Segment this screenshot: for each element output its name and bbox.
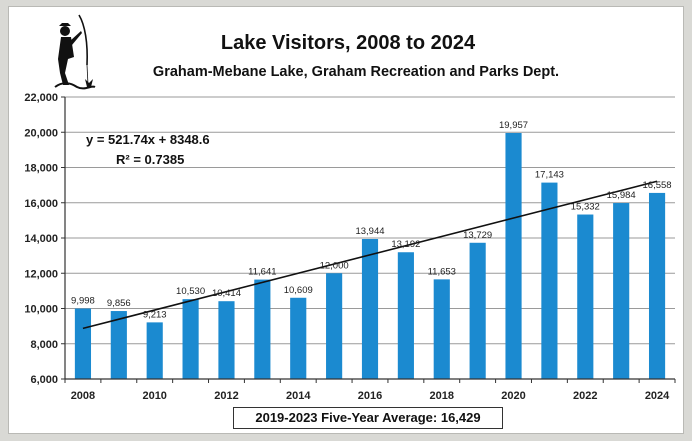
x-tick-label: 2022 <box>573 390 597 402</box>
bar-2013 <box>254 279 271 379</box>
data-label-2024: 16,558 <box>643 180 672 191</box>
bar-2023 <box>613 203 630 379</box>
bar-2020 <box>505 133 522 379</box>
x-tick-label: 2012 <box>214 390 238 402</box>
trendline-equation: y = 521.74x + 8348.6 <box>86 132 210 147</box>
lake-visitors-chart: Lake Visitors, 2008 to 2024 Graham-Meban… <box>24 14 676 402</box>
data-label-2019: 13,729 <box>463 230 492 241</box>
bar-2011 <box>182 299 199 379</box>
x-tick-label: 2010 <box>142 390 166 402</box>
data-label-2021: 17,143 <box>535 170 564 181</box>
bar-2010 <box>146 322 163 379</box>
bar-2018 <box>433 279 450 379</box>
bar-2008 <box>74 308 92 379</box>
bar-2014 <box>290 297 307 379</box>
trendline-r-squared: R² = 0.7385 <box>116 152 184 167</box>
data-label-2014: 10,609 <box>284 285 313 296</box>
data-label-2023: 15,984 <box>607 190 636 201</box>
bar-2022 <box>577 214 594 379</box>
y-tick-label: 8,000 <box>30 339 58 351</box>
y-tick-label: 22,000 <box>24 92 58 104</box>
data-label-2012: 10,414 <box>212 288 241 299</box>
y-tick-label: 18,000 <box>24 163 58 175</box>
data-label-2017: 13,192 <box>391 239 420 250</box>
five-year-average-box: 2019-2023 Five-Year Average: 16,429 <box>233 407 503 429</box>
bars <box>74 133 666 379</box>
bar-2009 <box>110 311 127 379</box>
data-label-2015: 12,000 <box>320 260 349 271</box>
bar-2015 <box>326 273 343 379</box>
chart-frame: Lake Visitors, 2008 to 2024 Graham-Meban… <box>8 6 684 434</box>
x-tick-label: 2024 <box>645 390 670 402</box>
bar-2016 <box>361 238 379 379</box>
x-tick-label: 2020 <box>501 390 525 402</box>
chart-title: Lake Visitors, 2008 to 2024 <box>221 32 476 54</box>
data-label-2018: 11,653 <box>428 266 456 277</box>
data-labels: 9,998 9,856 9,213 10,530 10,414 11,641 10,609 1… <box>71 120 672 320</box>
bar-2024 <box>648 192 666 379</box>
x-tick-label: 2018 <box>430 390 454 402</box>
x-tick-label: 2008 <box>71 390 95 402</box>
y-tick-label: 10,000 <box>24 304 58 316</box>
fisherman-icon <box>54 14 96 90</box>
x-tick-label: 2014 <box>286 390 311 402</box>
bar-2012 <box>218 301 235 379</box>
data-label-2022: 15,332 <box>571 202 600 213</box>
x-tick-label: 2016 <box>358 390 382 402</box>
bar-2017 <box>397 252 414 379</box>
data-label-2016: 13,944 <box>355 226 384 237</box>
bar-2019 <box>469 242 486 379</box>
y-tick-label: 6,000 <box>30 374 58 386</box>
data-label-2010: 9,213 <box>143 309 167 320</box>
y-tick-label: 20,000 <box>24 127 58 139</box>
data-label-2013: 11,641 <box>248 267 276 278</box>
y-tick-label: 12,000 <box>24 268 58 280</box>
trendline <box>82 180 658 330</box>
trendline-line <box>82 180 658 330</box>
y-tick-label: 14,000 <box>24 233 58 245</box>
chart-subtitle: Graham-Mebane Lake, Graham Recreation an… <box>153 64 559 80</box>
axes: 6,000 8,000 10,000 12,000 14,000 16,000 18,000… <box>24 92 676 402</box>
bar-2021 <box>541 182 558 379</box>
y-tick-label: 16,000 <box>24 198 58 210</box>
data-label-2009: 9,856 <box>107 298 131 309</box>
data-label-2011: 10,530 <box>176 286 205 297</box>
data-label-2020: 19,957 <box>499 120 528 131</box>
data-label-2008: 9,998 <box>71 296 95 307</box>
